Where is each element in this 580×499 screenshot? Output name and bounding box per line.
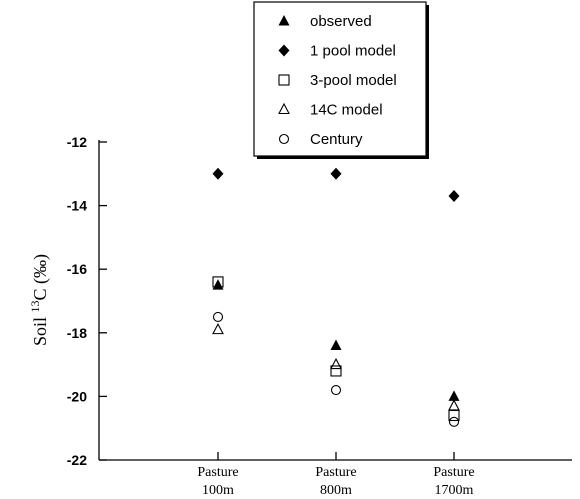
data-point: [212, 279, 224, 290]
legend: observed 1 pool model 3-pool model 14C mode…: [253, 1, 429, 159]
x-category-label: 1700m: [435, 483, 474, 498]
data-point: [448, 416, 460, 427]
legend-label: 14C model: [310, 102, 383, 119]
axes: -12 -14 -16 -18 -20 -22 Pasture 100m Pasture 800m…: [28, 134, 572, 498]
legend-marker: [278, 44, 290, 57]
legend-box: [253, 1, 427, 157]
legend-label: observed: [310, 13, 372, 30]
data-point: [330, 339, 342, 351]
y-tick-label: -18: [67, 325, 87, 341]
data-point: [212, 322, 224, 335]
data-point: [330, 357, 342, 370]
x-category-label: Pasture: [315, 465, 356, 480]
legend-label: 1 pool model: [310, 43, 396, 60]
y-tick-label: -14: [67, 198, 87, 214]
y-tick-label: -16: [67, 261, 87, 277]
data-point: [212, 276, 224, 288]
data-point: [212, 311, 224, 322]
data-point: [330, 365, 342, 377]
legend-label: 3-pool model: [310, 72, 397, 89]
data-point: [448, 190, 460, 203]
data-points: [212, 167, 460, 427]
legend-marker: [278, 102, 290, 115]
data-point: [212, 167, 224, 180]
x-category-label: 800m: [320, 483, 352, 498]
y-tick-label: -20: [67, 388, 87, 404]
y-tick-label: -12: [67, 134, 87, 150]
data-point: [448, 390, 460, 401]
x-category-label: Pasture: [197, 465, 238, 480]
legend-label: Century: [310, 131, 363, 148]
data-point: [448, 399, 460, 411]
x-category-label: 100m: [202, 483, 234, 498]
x-category-label: Pasture: [433, 465, 474, 480]
data-point: [330, 384, 342, 396]
legend-marker: [278, 74, 290, 86]
y-axis-label: Soil 13C (‰): [28, 254, 51, 346]
y-tick-label: -22: [67, 452, 87, 468]
legend-marker: [278, 133, 290, 145]
data-point: [330, 167, 342, 180]
legend-marker: [278, 15, 290, 26]
